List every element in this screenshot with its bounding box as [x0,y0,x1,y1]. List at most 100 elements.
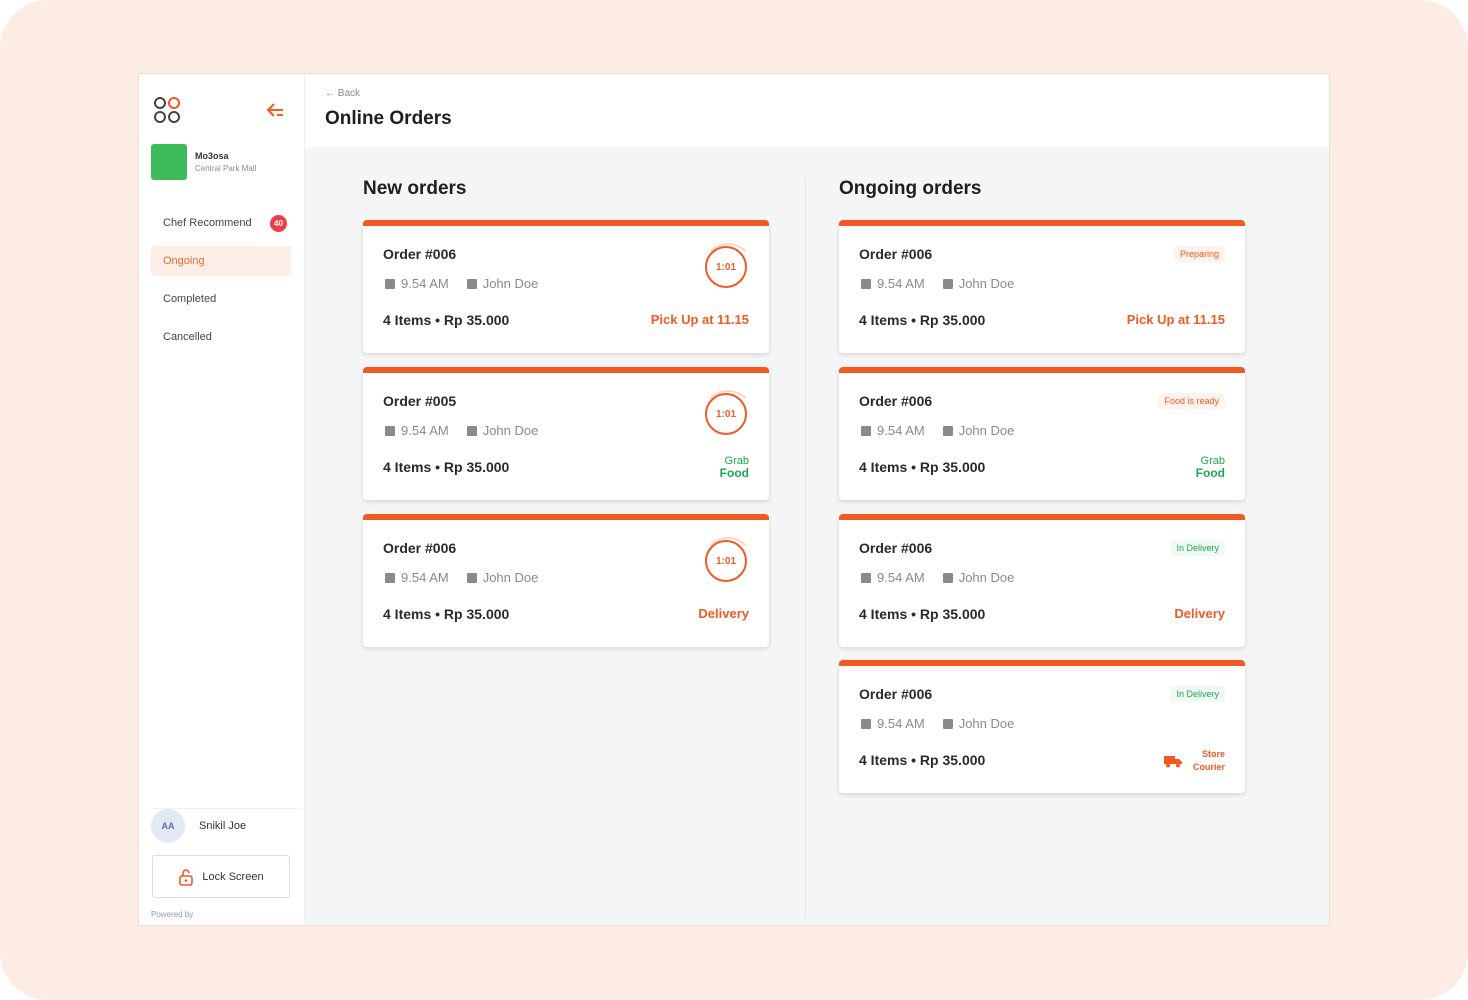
store-icon [861,572,871,583]
sidebar-item-ongoing[interactable]: Ongoing [151,246,291,276]
sidebar-item-label: Chef Recommend [163,217,252,229]
order-time: 9.54 AM [877,570,925,585]
customer-name: John Doe [958,423,1015,438]
customer-name: John Doe [482,423,539,438]
customer-name: John Doe [482,276,539,291]
sidebar-item-label: Ongoing [163,255,205,267]
notification-badge: 40 [270,215,287,232]
store-icon [385,425,395,436]
page-title: Online Orders [325,108,452,129]
order-number: Order #006 [859,246,933,262]
collapse-sidebar-icon[interactable] [263,98,289,122]
user-profile[interactable]: AA Snikil Joe [151,808,301,843]
sidebar: Mo3osa Central Park Mall Chef Recommend … [139,74,305,925]
order-number: Order #006 [383,540,457,556]
courier-top: Store [1201,749,1225,759]
store-name: Mo3osa [195,151,229,161]
new-order-card[interactable]: Order #005 9.54 AM John Doe 4 Items • Rp… [363,367,769,500]
new-order-card[interactable]: Order #006 9.54 AM John Doe 4 Items • Rp… [363,220,769,353]
ongoing-orders-title: Ongoing orders [839,178,982,199]
customer-name: John Doe [958,570,1015,585]
ongoing-order-card[interactable]: Order #006 9.54 AM John Doe 4 Items • Rp… [839,660,1245,793]
order-meta: 9.54 AM John Doe [861,570,1014,585]
order-time: 9.54 AM [877,423,925,438]
order-summary: 4 Items • Rp 35.000 [859,312,986,328]
pickup-tag: Pick Up at 11.15 [1126,312,1225,327]
customer-name: John Doe [958,276,1015,291]
order-summary: 4 Items • Rp 35.000 [859,459,986,475]
sidebar-item-cancelled[interactable]: Cancelled [151,322,291,352]
order-timer: 1:01 [702,537,754,582]
customer-name: John Doe [958,716,1015,731]
powered-by: Powered by [151,910,194,919]
order-time: 9.54 AM [877,276,925,291]
order-summary: 4 Items • Rp 35.000 [383,459,510,475]
customer-icon [942,425,953,436]
customer-icon [466,425,477,436]
lock-screen-button[interactable]: Lock Screen [152,855,290,898]
order-time: 9.54 AM [401,276,449,291]
customer-name: John Doe [482,570,539,585]
new-orders-title: New orders [363,178,467,199]
status-badge: In Delivery [1170,540,1225,556]
order-timer: 1:01 [702,243,754,288]
order-summary: 4 Items • Rp 35.000 [859,752,986,768]
store-avatar [151,144,187,180]
lock-icon [179,868,194,886]
customer-icon [942,572,953,583]
grab-text: Grab [724,455,749,467]
order-meta: 9.54 AM John Doe [385,570,538,585]
order-meta: 9.54 AM John Doe [385,276,538,291]
ongoing-order-card[interactable]: Order #006 9.54 AM John Doe 4 Items • Rp… [839,514,1245,647]
sidebar-item-completed[interactable]: Completed [151,284,291,314]
delivery-tag: Delivery [1174,606,1225,621]
new-order-card[interactable]: Order #006 9.54 AM John Doe 4 Items • Rp… [363,514,769,647]
order-number: Order #006 [859,393,933,409]
order-timer: 1:01 [702,390,754,435]
lock-screen-label: Lock Screen [202,870,264,883]
store-icon [861,278,871,289]
grabfood-logo: Grab Food [720,455,749,479]
store-courier: Store Courier [1163,748,1225,774]
customer-icon [942,278,953,289]
order-summary: 4 Items • Rp 35.000 [383,606,510,622]
customer-icon [466,572,477,583]
order-meta: 9.54 AM John Doe [861,423,1014,438]
user-name: Snikil Joe [199,820,247,832]
column-divider [805,178,806,918]
order-number: Order #005 [383,393,457,409]
sidebar-item-label: Cancelled [163,331,212,343]
ongoing-order-card[interactable]: Order #006 9.54 AM John Doe 4 Items • Rp… [839,220,1245,353]
courier-bottom: Courier [1192,762,1225,772]
ongoing-order-card[interactable]: Order #006 9.54 AM John Doe 4 Items • Rp… [839,367,1245,500]
sidebar-item-label: Completed [163,293,217,305]
delivery-tag: Delivery [698,606,749,621]
customer-icon [466,278,477,289]
customer-icon [942,718,953,729]
order-time: 9.54 AM [401,423,449,438]
order-time: 9.54 AM [401,570,449,585]
avatar: AA [151,809,185,843]
store-info: Mo3osa Central Park Mall [151,144,256,180]
order-meta: 9.54 AM John Doe [385,423,538,438]
order-summary: 4 Items • Rp 35.000 [383,312,510,328]
food-text: Food [1195,466,1225,480]
store-icon [861,425,871,436]
status-badge: Food is ready [1158,393,1225,409]
grabfood-logo: Grab Food [1196,455,1225,479]
page-header: ← Back Online Orders [305,74,1329,147]
order-number: Order #006 [859,540,933,556]
courier-label: Store Courier [1193,748,1225,774]
back-link[interactable]: ← Back [325,88,361,99]
app-logo-icon [154,97,180,123]
truck-icon [1163,756,1182,768]
status-badge: In Delivery [1170,686,1225,702]
store-location: Central Park Mall [195,164,257,173]
sidebar-item-chef-recommend[interactable]: Chef Recommend 40 [151,208,291,238]
order-time: 9.54 AM [877,716,925,731]
store-icon [861,718,871,729]
order-meta: 9.54 AM John Doe [861,716,1014,731]
order-number: Order #006 [859,686,933,702]
status-badge: Preparing [1173,246,1225,262]
order-number: Order #006 [383,246,457,262]
